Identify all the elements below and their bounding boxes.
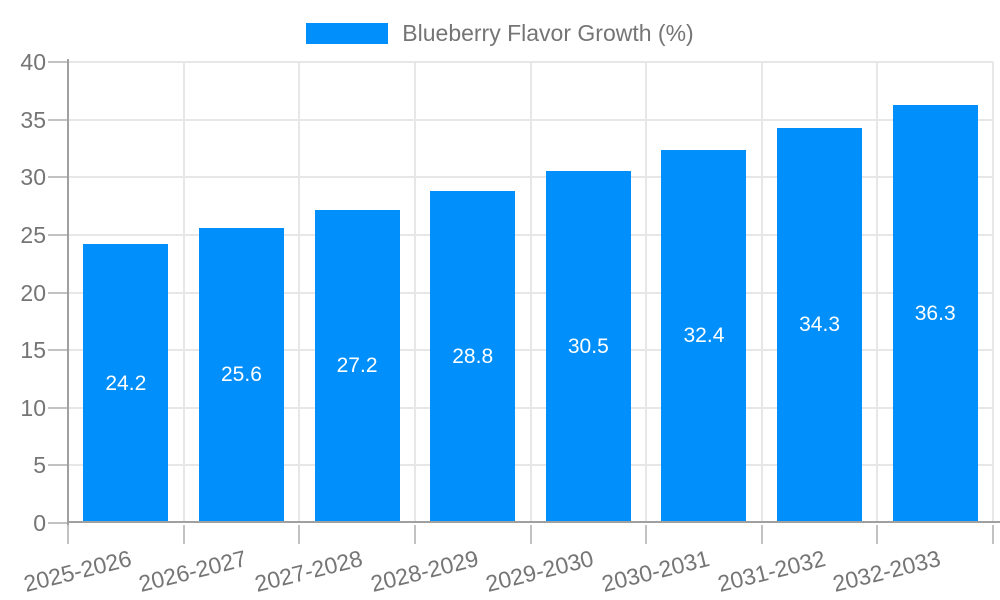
gridline-vertical: [645, 62, 648, 523]
x-axis-tick: [529, 525, 532, 544]
legend-item[interactable]: Blueberry Flavor Growth (%): [306, 20, 694, 46]
gridline-vertical: [992, 62, 994, 523]
x-axis-label: 2025-2026: [20, 545, 134, 597]
gridline-vertical: [413, 62, 416, 523]
bar-value-label: 32.4: [683, 324, 725, 348]
bar-value-label: 27.2: [336, 354, 378, 378]
x-axis-label: 2027-2028: [252, 545, 366, 597]
x-axis-label: 2026-2027: [136, 545, 250, 597]
y-axis-tick: [48, 464, 68, 467]
bar-value-label: 28.8: [452, 345, 494, 369]
y-axis-label: 15: [20, 337, 46, 364]
y-axis-label: 20: [20, 279, 46, 306]
y-axis-label: 35: [20, 106, 46, 133]
legend: Blueberry Flavor Growth (%): [0, 20, 1000, 46]
x-axis-label: 2028-2029: [367, 545, 481, 597]
x-axis-tick: [298, 525, 301, 544]
x-axis-label: 2032-2033: [830, 545, 944, 597]
y-axis-tick: [48, 349, 68, 352]
gridline-vertical: [760, 62, 763, 523]
gridline-vertical: [182, 62, 185, 523]
bar-2032-2033[interactable]: 36.3: [892, 104, 978, 523]
y-axis-label: 10: [20, 394, 46, 421]
x-axis-label: 2031-2032: [714, 545, 828, 597]
y-axis-label: 40: [20, 49, 46, 75]
bar-2027-2028[interactable]: 27.2: [314, 209, 400, 523]
bar-2028-2029[interactable]: 28.8: [430, 191, 516, 523]
y-axis-label: 5: [33, 452, 46, 479]
y-axis-label: 30: [20, 164, 46, 191]
y-axis-tick: [48, 61, 68, 63]
y-axis-line: [67, 59, 69, 525]
bar-value-label: 24.2: [105, 371, 147, 395]
x-axis-tick: [413, 525, 416, 544]
y-axis-tick: [48, 176, 68, 179]
x-axis-label: 2030-2031: [598, 545, 712, 597]
x-axis-tick: [876, 525, 879, 544]
x-axis-tick: [182, 525, 185, 544]
y-axis-label: 0: [33, 510, 46, 536]
bar-value-label: 25.6: [221, 363, 262, 387]
y-axis-label: 25: [20, 221, 46, 248]
x-axis-tick: [992, 525, 994, 544]
y-axis-tick: [48, 406, 68, 409]
y-axis-tick: [48, 233, 68, 236]
bar-2030-2031[interactable]: 32.4: [661, 149, 747, 523]
bar-2025-2026[interactable]: 24.2: [83, 244, 169, 523]
bar-2029-2030[interactable]: 30.5: [545, 171, 631, 523]
x-axis-tick: [760, 525, 763, 544]
bar-value-label: 34.3: [799, 313, 840, 337]
x-axis-tick: [645, 525, 648, 544]
legend-swatch: [306, 22, 389, 44]
gridline-vertical: [876, 62, 879, 523]
y-axis-tick: [48, 522, 68, 524]
y-axis-tick: [48, 118, 68, 121]
x-axis-label: 2029-2030: [483, 545, 597, 597]
gridline-vertical: [298, 62, 301, 523]
x-axis-line: [67, 521, 1000, 523]
bar-value-label: 36.3: [914, 301, 956, 325]
x-axis-tick: [67, 525, 69, 544]
bar-value-label: 30.5: [567, 335, 609, 359]
bar-2026-2027[interactable]: 25.6: [198, 227, 284, 523]
gridline-vertical: [529, 62, 532, 523]
legend-label: Blueberry Flavor Growth (%): [402, 20, 694, 46]
bar-2031-2032[interactable]: 34.3: [777, 127, 863, 523]
y-axis-tick: [48, 291, 68, 294]
